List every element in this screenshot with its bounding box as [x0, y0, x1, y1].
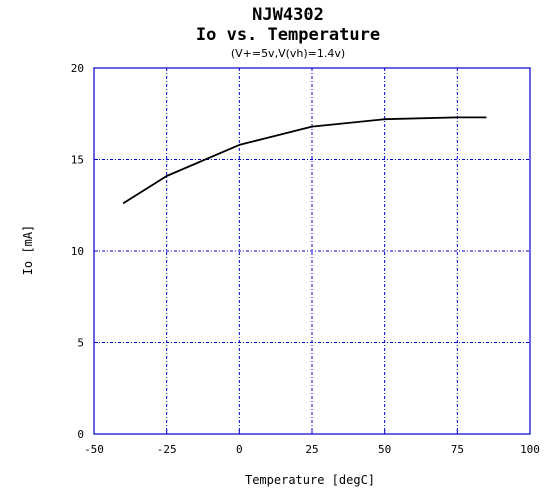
y-tick-label: 20: [71, 62, 84, 75]
x-axis-label: Temperature [degC]: [245, 473, 375, 487]
x-tick-label: 100: [520, 443, 540, 456]
y-axis-ticks: 0 5 10 15 20: [71, 62, 98, 441]
series-layer: [122, 116, 487, 205]
chart-subtitle: Io vs. Temperature: [196, 25, 380, 45]
x-tick-label: 50: [378, 443, 391, 456]
x-tick-label: 0: [236, 443, 243, 456]
y-tick-label: 0: [77, 428, 84, 441]
x-tick-label: -25: [157, 443, 177, 456]
series-line: [122, 116, 487, 205]
x-tick-label: 75: [451, 443, 464, 456]
x-tick-label: -50: [84, 443, 104, 456]
y-axis-label: Io [mA]: [21, 225, 35, 276]
x-axis-ticks: -50 -25 0 25 50 75 100: [84, 430, 540, 456]
y-tick-label: 10: [71, 245, 84, 258]
x-tick-label: 25: [305, 443, 318, 456]
chart-title: NJW4302: [252, 5, 324, 25]
grid: [94, 68, 530, 434]
y-tick-label: 5: [77, 337, 84, 350]
y-tick-label: 15: [71, 154, 84, 167]
chart-condition: (V+=5v,V(vh)=1.4v): [231, 47, 345, 60]
